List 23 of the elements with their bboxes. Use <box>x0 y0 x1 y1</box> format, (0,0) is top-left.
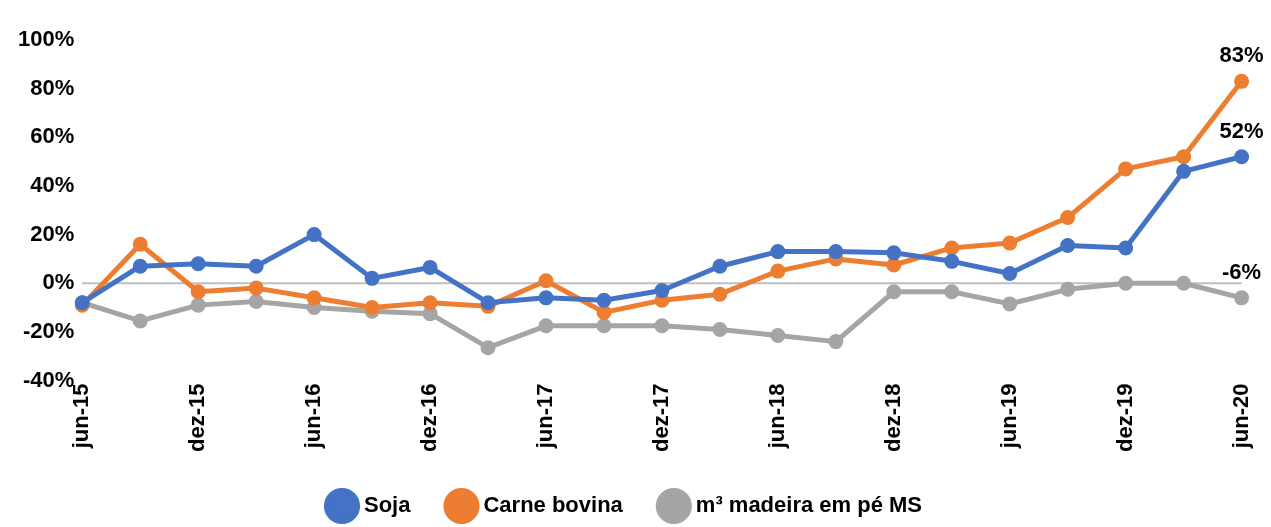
x-tick-label: jun-16 <box>300 383 326 450</box>
x-tick-label: dez-17 <box>648 383 673 453</box>
y-tick-label: 0% <box>42 269 75 295</box>
y-tick-label: 100% <box>17 26 75 52</box>
x-tick-label: jun-17 <box>532 383 558 450</box>
y-tick-label: 20% <box>30 220 75 246</box>
legend-label: Carne bovina <box>483 492 624 518</box>
x-tick-label: dez-18 <box>879 383 905 453</box>
y-tick-label: 60% <box>30 123 75 149</box>
data-label: 52% <box>1219 117 1264 143</box>
x-tick-label: dez-15 <box>184 383 210 453</box>
legend-label: m³ madeira em pé MS <box>695 492 923 518</box>
x-tick-label: dez-19 <box>1111 383 1137 453</box>
y-tick-label: 40% <box>30 172 75 197</box>
legend-label: Soja <box>363 492 412 518</box>
y-tick-label: -20% <box>22 317 75 343</box>
data-label: -6% <box>1222 258 1262 284</box>
y-tick-label: 80% <box>30 74 75 100</box>
x-tick-label: dez-16 <box>416 383 442 453</box>
data-label: 83% <box>1219 42 1264 68</box>
x-tick-label: jun-20 <box>1227 383 1253 450</box>
x-tick-label: jun-18 <box>763 383 789 450</box>
x-tick-label: jun-19 <box>995 383 1021 450</box>
